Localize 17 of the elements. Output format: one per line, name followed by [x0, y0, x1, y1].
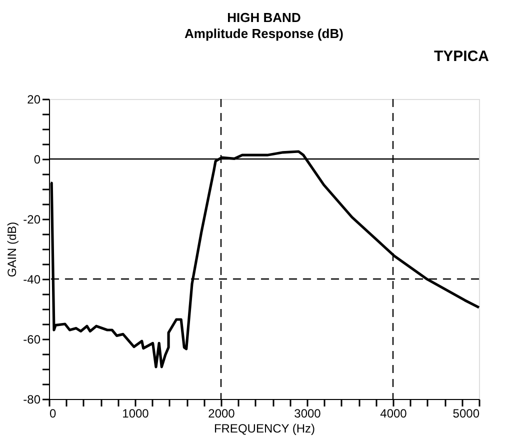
chart-title: HIGH BAND — [227, 10, 301, 25]
y-tick-label: -20 — [23, 212, 41, 226]
chart-subtitle: Amplitude Response (dB) — [184, 26, 344, 41]
y-tick-label: -40 — [23, 272, 41, 286]
y-tick-label: 20 — [27, 92, 41, 106]
y-axis-title: GAIN (dB) — [5, 222, 20, 278]
x-tick-label: 0 — [50, 406, 56, 420]
x-tick-label: 2000 — [208, 406, 236, 420]
x-tick-label: 4000 — [380, 406, 408, 420]
y-tick-label: 0 — [34, 152, 41, 166]
x-axis-title: FREQUENCY (Hz) — [214, 422, 316, 436]
text: TYPICA — [434, 48, 490, 65]
x-tick-label: 5000 — [452, 406, 480, 420]
x-tick-label: 3000 — [294, 406, 322, 420]
y-tick-label: -80 — [23, 392, 41, 406]
y-tick-label: -60 — [23, 332, 41, 346]
x-tick-label: 1000 — [122, 406, 150, 420]
